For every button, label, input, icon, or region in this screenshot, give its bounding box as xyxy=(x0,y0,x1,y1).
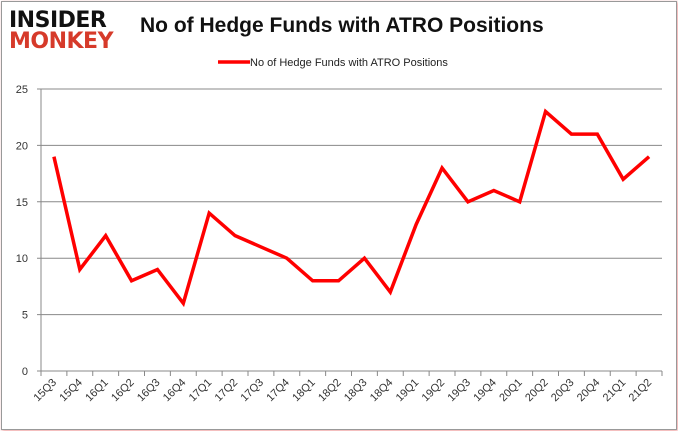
x-tick-label: 21Q1 xyxy=(601,377,629,405)
x-tick-label: 20Q3 xyxy=(549,377,577,405)
logo-line2: MONKEY xyxy=(9,29,114,54)
x-tick-label: 15Q3 xyxy=(32,377,60,405)
y-tick-label: 5 xyxy=(22,310,28,322)
y-tick-label: 15 xyxy=(16,197,28,209)
y-tick-label: 10 xyxy=(16,253,28,265)
x-tick-label: 18Q4 xyxy=(368,377,396,405)
x-tick-label: 19Q2 xyxy=(420,377,448,405)
x-tick-label: 20Q1 xyxy=(497,377,525,405)
insider-monkey-logo: INSIDER MONKEY xyxy=(9,8,114,54)
y-tick-label: 0 xyxy=(22,366,28,378)
x-tick-label: 18Q2 xyxy=(316,377,344,405)
chart-title: No of Hedge Funds with ATRO Positions xyxy=(140,14,544,37)
x-tick-label: 16Q2 xyxy=(109,377,137,405)
x-tick-label: 16Q3 xyxy=(135,377,163,405)
x-tick-label: 21Q2 xyxy=(627,377,655,405)
x-tick-label: 15Q4 xyxy=(57,377,85,405)
x-tick-label: 20Q4 xyxy=(575,377,603,405)
legend-label: No of Hedge Funds with ATRO Positions xyxy=(250,57,448,69)
logo-line1: INSIDER xyxy=(9,8,107,33)
x-tick-label: 19Q3 xyxy=(446,377,474,405)
x-tick-label: 17Q4 xyxy=(264,377,292,405)
x-tick-label: 17Q2 xyxy=(213,377,241,405)
series-line xyxy=(52,108,651,308)
x-tick-label: 20Q2 xyxy=(523,377,551,405)
x-tick-label: 18Q3 xyxy=(342,377,370,405)
y-tick-label: 25 xyxy=(16,84,28,96)
x-tick-label: 17Q1 xyxy=(187,377,215,405)
x-tick-label: 16Q1 xyxy=(83,377,111,405)
x-tick-label: 18Q1 xyxy=(290,377,318,405)
x-tick-label: 19Q1 xyxy=(394,377,422,405)
x-tick-label: 16Q4 xyxy=(161,377,189,405)
y-tick-label: 20 xyxy=(16,140,28,152)
x-tick-label: 19Q4 xyxy=(471,377,499,405)
x-tick-label: 17Q3 xyxy=(239,377,267,405)
